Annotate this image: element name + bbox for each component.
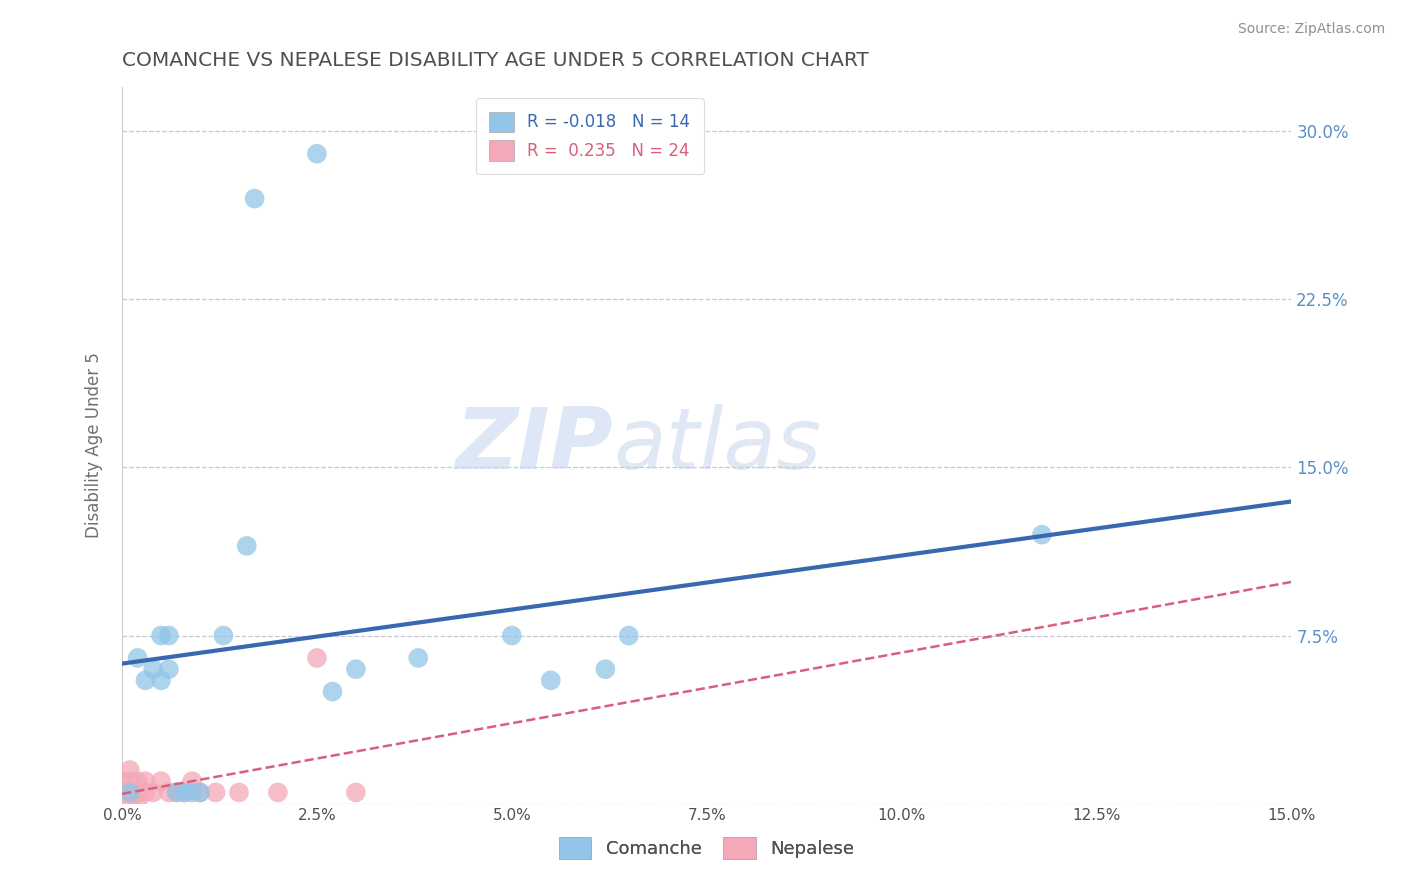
Point: [540, 673, 562, 688]
Point: [181, 774, 204, 789]
Point: [134, 785, 156, 799]
Point: [181, 785, 204, 799]
Point: [157, 785, 180, 799]
Y-axis label: Disability Age Under 5: Disability Age Under 5: [86, 352, 103, 538]
Point: [150, 673, 173, 688]
Point: [267, 785, 290, 799]
Point: [1031, 527, 1053, 541]
Text: ZIP: ZIP: [456, 403, 613, 486]
Point: [166, 785, 188, 799]
Point: [111, 785, 134, 799]
Point: [127, 785, 149, 799]
Point: [595, 662, 617, 676]
Point: [118, 774, 141, 789]
Point: [501, 628, 523, 642]
Point: [188, 785, 211, 799]
Point: [305, 146, 328, 161]
Point: [204, 785, 226, 799]
Point: [118, 797, 141, 811]
Point: [118, 785, 141, 799]
Point: [344, 785, 367, 799]
Point: [118, 785, 141, 799]
Point: [150, 774, 173, 789]
Point: [344, 662, 367, 676]
Point: [173, 785, 195, 799]
Point: [212, 628, 235, 642]
Text: COMANCHE VS NEPALESE DISABILITY AGE UNDER 5 CORRELATION CHART: COMANCHE VS NEPALESE DISABILITY AGE UNDE…: [122, 51, 869, 70]
Point: [127, 797, 149, 811]
Text: Source: ZipAtlas.com: Source: ZipAtlas.com: [1237, 22, 1385, 37]
Point: [173, 785, 195, 799]
Point: [127, 651, 149, 665]
Point: [142, 662, 165, 676]
Point: [111, 774, 134, 789]
Point: [142, 785, 165, 799]
Point: [236, 539, 259, 553]
Text: atlas: atlas: [613, 403, 821, 486]
Point: [157, 662, 180, 676]
Point: [157, 628, 180, 642]
Point: [127, 774, 149, 789]
Point: [243, 192, 266, 206]
Point: [305, 651, 328, 665]
Point: [134, 774, 156, 789]
Point: [188, 785, 211, 799]
Point: [228, 785, 250, 799]
Point: [150, 628, 173, 642]
Legend: Comanche, Nepalese: Comanche, Nepalese: [551, 830, 862, 866]
Point: [166, 785, 188, 799]
Point: [322, 684, 344, 698]
Point: [118, 763, 141, 777]
Point: [406, 651, 429, 665]
Point: [111, 785, 134, 799]
Point: [617, 628, 640, 642]
Point: [134, 673, 156, 688]
